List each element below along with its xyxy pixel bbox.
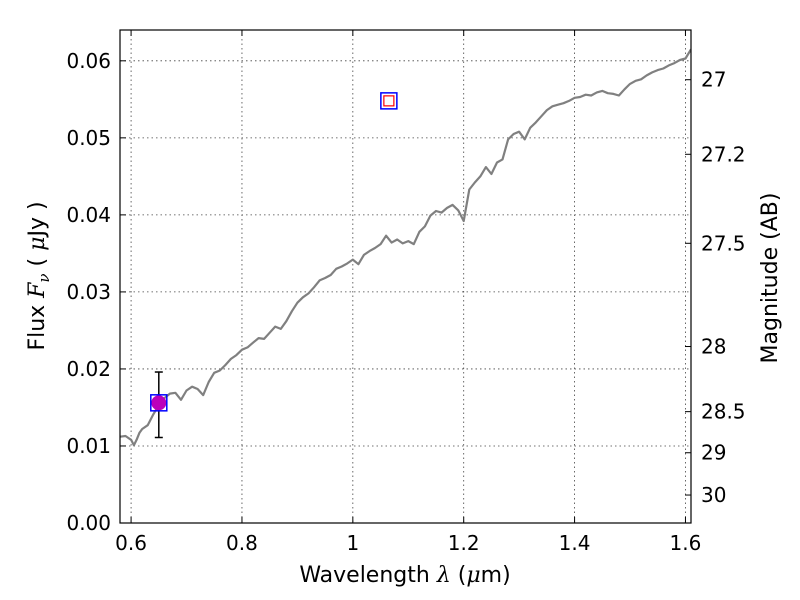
y2-tick-label: 27.5 bbox=[701, 231, 746, 255]
y-tick-label: 0.01 bbox=[66, 434, 111, 458]
y2-tick-label: 28.5 bbox=[701, 400, 746, 424]
y2-tick-label: 28 bbox=[701, 335, 726, 359]
x-tick-label: 0.6 bbox=[115, 531, 147, 555]
y-tick-label: 0.06 bbox=[66, 49, 111, 73]
y-tick-label: 0.04 bbox=[66, 203, 111, 227]
model-point-outer-square bbox=[380, 92, 398, 110]
y2-axis-label: Magnitude (AB) bbox=[758, 193, 783, 364]
spectrum-line bbox=[120, 48, 691, 447]
series-layer bbox=[120, 48, 691, 447]
y-axis-label: Flux Fν ( μJy ) bbox=[25, 201, 53, 350]
x-axis-label: Wavelength λ (μm) bbox=[299, 563, 510, 588]
y-tick-label: 0.05 bbox=[66, 126, 111, 150]
tick-layer: 0.6 0.8 1 1.2 1.4 1.6 0.00 0.01 0.02 0.03 0.04 0.05… bbox=[66, 30, 746, 555]
x-tick-label: 1.4 bbox=[559, 531, 591, 555]
y2-tick-label: 29 bbox=[701, 441, 726, 465]
plot-frame bbox=[119, 29, 692, 524]
x-tick-label: 0.8 bbox=[226, 531, 258, 555]
photometry-point-circle bbox=[151, 395, 167, 411]
y-tick-label: 0.03 bbox=[66, 280, 111, 304]
model-point-inner-square bbox=[383, 95, 395, 107]
y2-tick-label: 27.2 bbox=[701, 142, 746, 166]
y-tick-label: 0.02 bbox=[66, 357, 111, 381]
y-tick-label: 0.00 bbox=[66, 511, 111, 535]
photometry-point-square bbox=[150, 394, 168, 412]
x-tick-label: 1.6 bbox=[670, 531, 702, 555]
grid-layer bbox=[120, 30, 691, 523]
x-tick-label: 1.2 bbox=[448, 531, 480, 555]
y2-tick-label: 30 bbox=[701, 483, 726, 507]
x-tick-label: 1 bbox=[346, 531, 359, 555]
y2-tick-label: 27 bbox=[701, 68, 726, 92]
